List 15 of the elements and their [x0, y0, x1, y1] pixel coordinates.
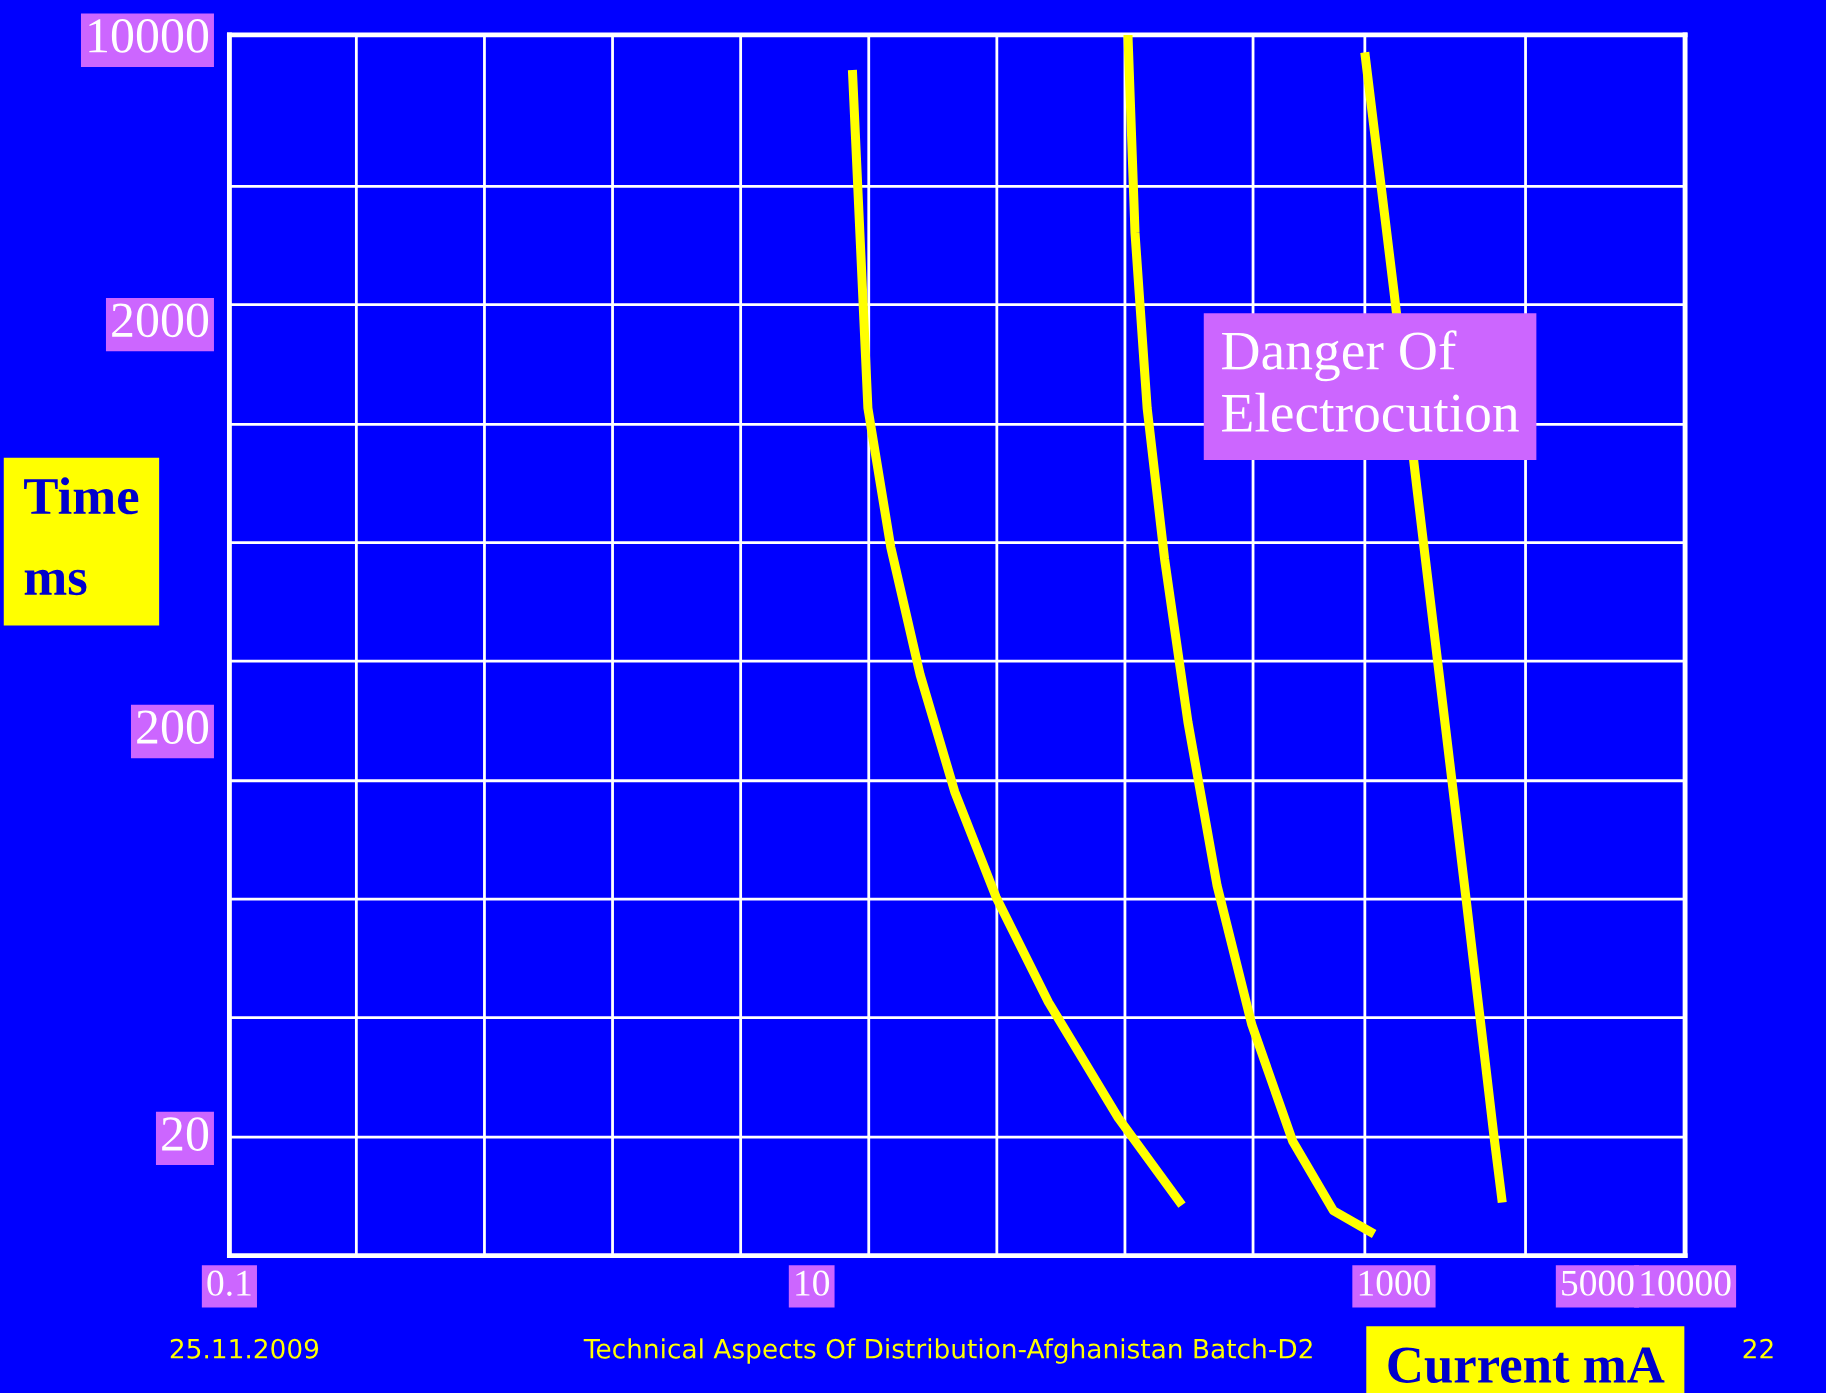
text: 25.11.2009: [170, 1338, 319, 1359]
x-tick-label: 5000: [1562, 1270, 1634, 1296]
y-tick-label: 200: [137, 710, 209, 745]
x-tick-label: 1000: [1359, 1270, 1431, 1296]
annotation: Danger Of Electrocution: [1222, 330, 1519, 432]
y-tick-label: 20: [162, 1117, 209, 1151]
text: 22: [1743, 1338, 1773, 1359]
y-axis-title: Time ms: [24, 477, 139, 596]
x-tick-label: 0.1: [207, 1270, 251, 1297]
y-tick-label: 2000: [112, 303, 209, 338]
y-tick-label: 10000: [89, 19, 209, 53]
x-tick-label: 10: [796, 1270, 830, 1296]
x-axis-title: Current mA: [1388, 1347, 1665, 1384]
x-tick-label: 10000: [1641, 1270, 1731, 1296]
text: Technical Aspects Of Distribution-Afghanistan Batch-D2: [583, 1338, 1312, 1364]
